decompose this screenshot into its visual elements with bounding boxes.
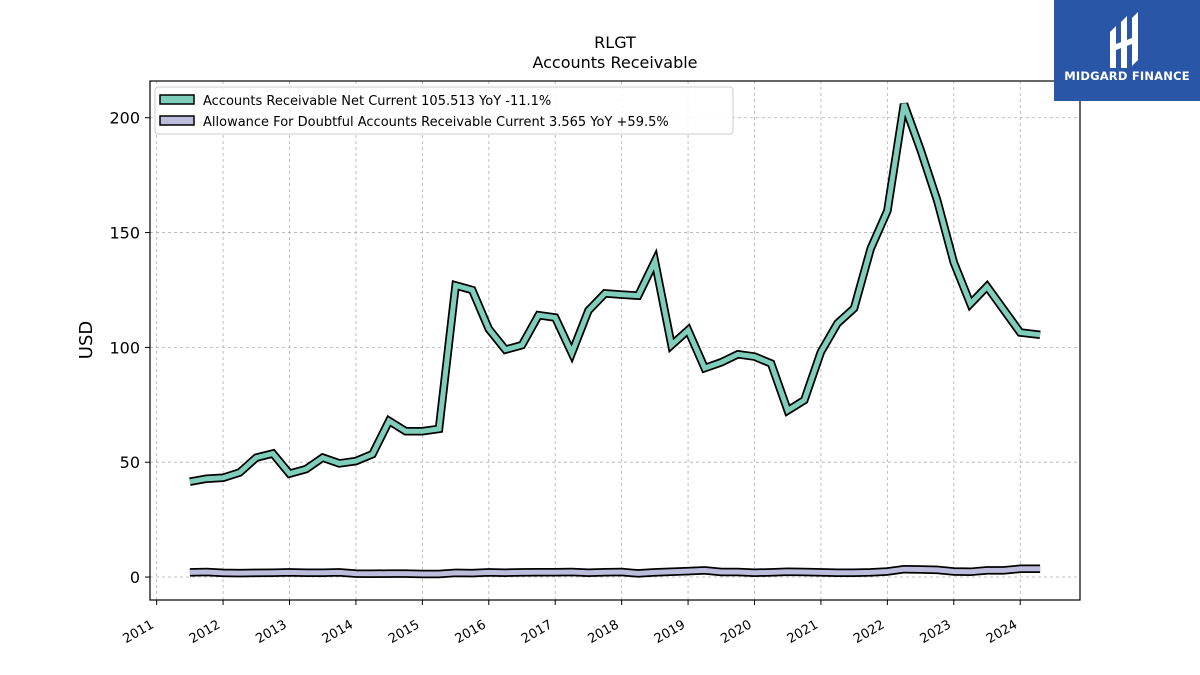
x-tick-label: 2024 (984, 617, 1020, 647)
series-line-0 (189, 103, 1041, 485)
x-tick-label: 2017 (519, 617, 555, 647)
x-tick-label: 2023 (918, 617, 954, 647)
series-line-1 (189, 566, 1041, 577)
logo-text: MIDGARD FINANCE (1064, 69, 1190, 83)
chart-title: Accounts Receivable (532, 53, 697, 72)
x-tick-label: 2014 (320, 617, 356, 647)
legend-swatch-receivables (159, 94, 195, 105)
x-tick-label: 2016 (453, 617, 489, 647)
plot-frame (149, 80, 1081, 601)
logo: MIDGARD FINANCE (1054, 0, 1200, 101)
series-layer (189, 102, 1041, 579)
y-axis-label: USD (76, 321, 97, 359)
y-tick-label: 100 (109, 338, 140, 357)
x-tick-label: 2018 (585, 617, 621, 647)
chart-title-ticker: RLGT (594, 33, 636, 52)
x-tick-label: 2020 (718, 617, 754, 647)
x-tick-label: 2019 (652, 617, 688, 647)
x-tick-label: 2022 (851, 617, 887, 647)
x-tick-label: 2012 (187, 617, 223, 647)
legend: Accounts Receivable Net Current 105.513 … (154, 86, 734, 135)
y-tick-label: 150 (109, 224, 140, 243)
axes: 0 50 100 150 200 2011 2012 2013 2014 2015 2016 2017… (109, 109, 1021, 647)
legend-frame (154, 86, 734, 135)
grid (150, 81, 1080, 600)
x-tick-label: 2011 (120, 617, 156, 647)
x-tick-label: 2015 (386, 617, 422, 647)
y-tick-label: 50 (120, 453, 140, 472)
y-tick-label: 200 (109, 109, 140, 128)
legend-swatch-allowance (159, 115, 195, 126)
midgard-logo-icon (1110, 12, 1138, 68)
x-tick-label: 2013 (253, 617, 289, 647)
legend-label-receivables: Accounts Receivable Net Current 105.513 … (203, 94, 551, 109)
y-tick-label: 0 (130, 568, 140, 587)
x-tick-label: 2021 (785, 617, 821, 647)
legend-label-allowance: Allowance For Doubtful Accounts Receivab… (203, 115, 669, 130)
